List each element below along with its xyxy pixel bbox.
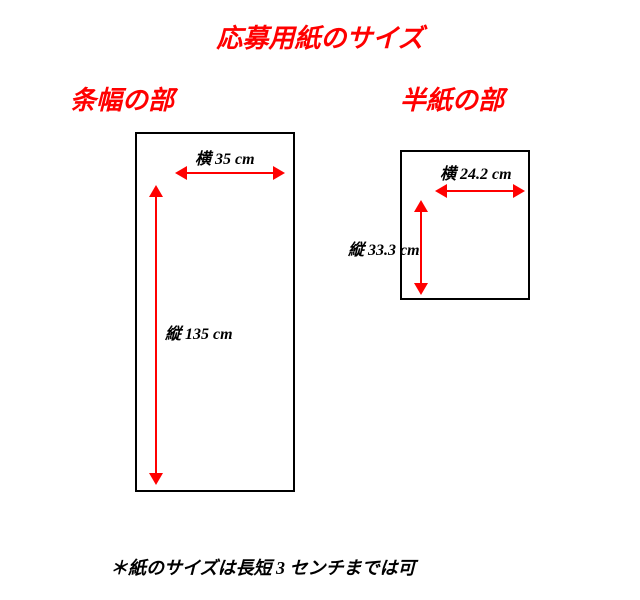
- left-width-arrow: [185, 172, 275, 174]
- page-title: 応募用紙のサイズ: [216, 18, 423, 55]
- left-height-label: 縦 135 cm: [165, 320, 233, 344]
- footnote-text: ＊紙のサイズは長短 3 センチまでは可: [110, 554, 415, 580]
- right-width-arrow: [445, 190, 515, 192]
- right-heading: 半紙の部: [400, 80, 504, 117]
- left-heading: 条幅の部: [70, 80, 174, 117]
- left-height-arrow: [155, 195, 157, 475]
- right-width-label: 横 24.2 cm: [440, 160, 512, 184]
- right-height-arrow: [420, 210, 422, 285]
- right-height-label: 縦 33.3 cm: [348, 236, 420, 260]
- left-width-label: 横 35 cm: [195, 145, 255, 169]
